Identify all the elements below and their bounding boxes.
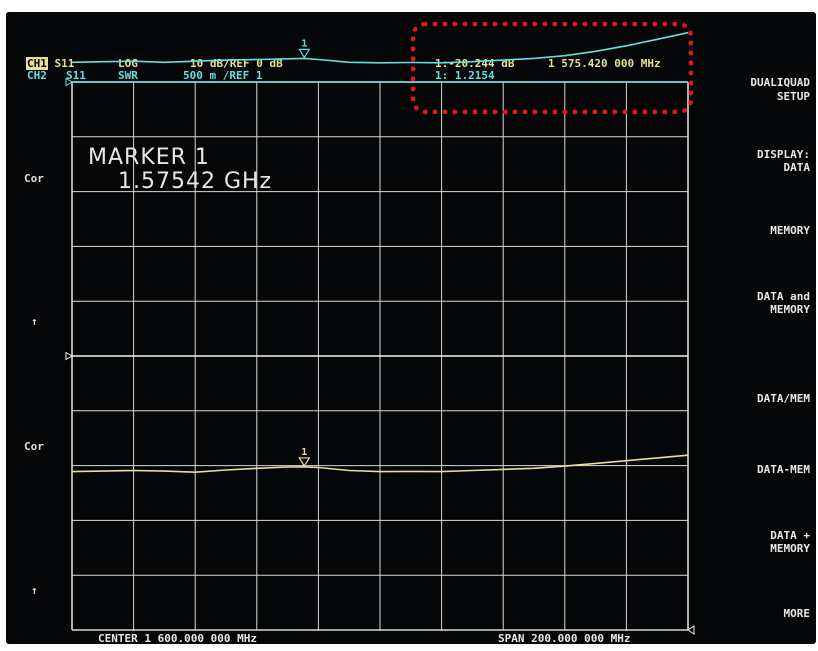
softkey-title-line1: DUALIQUAD: [750, 76, 810, 89]
plot-markers: 11: [298, 38, 695, 635]
reference-arrow-icon: ↑: [31, 315, 38, 328]
softkey-more[interactable]: MORE: [783, 607, 811, 620]
span-label: SPAN 200.000 000 MHz: [498, 632, 631, 645]
ch2-scale: 500 m /REF 1: [183, 69, 263, 82]
softkey-data-and-memory-line2: MEMORY: [770, 303, 810, 316]
sweep-end-pointer-icon: [687, 625, 695, 635]
ch2-label: CH2: [27, 69, 47, 82]
marker-triangle-icon: [298, 48, 311, 59]
marker-annotation-value: 1.57542 GHz: [118, 169, 273, 194]
ch2-format: SWR: [118, 69, 138, 82]
marker-number-label: 1: [301, 38, 307, 49]
softkey-data-plus-memory-line2: MEMORY: [770, 542, 810, 555]
softkey-data-plus-memory[interactable]: DATA + MEMORY: [770, 529, 810, 555]
marker-triangle-icon: [298, 457, 311, 468]
ch1-marker-frequency: 1 575.420 000 MHz: [548, 57, 661, 70]
reference-arrow-icon: ↑: [31, 584, 38, 597]
marker-annotation-title: MARKER 1: [88, 145, 210, 170]
highlight-box: [411, 22, 693, 114]
cor-label-upper: Cor: [24, 172, 44, 185]
ch1-header: CH1 S11: [26, 57, 75, 70]
plot-traces: [65, 31, 689, 474]
ch2-param: S11: [66, 69, 86, 82]
ch1-label: CH1: [26, 57, 48, 70]
trace-ch2: [71, 31, 689, 64]
softkey-display-line2: DATA: [783, 161, 811, 174]
ch2-marker-readout: 1: 1.2154: [435, 69, 495, 82]
softkey-display-data[interactable]: DISPLAY: DATA: [757, 148, 810, 174]
ch1-marker-readout: 1:-20.244 dB: [435, 57, 515, 70]
softkey-display-line1: DISPLAY:: [757, 148, 810, 161]
softkey-title-line2: SETUP: [776, 90, 810, 103]
marker-number-label: 1: [301, 447, 307, 458]
softkey-memory[interactable]: MEMORY: [770, 224, 810, 237]
cor-label-lower: Cor: [24, 440, 44, 453]
trace-ch1: [71, 454, 689, 474]
softkey-data-and-memory[interactable]: DATA and MEMORY: [757, 290, 810, 316]
reference-pointer-icon: [65, 351, 73, 361]
center-frequency-label: CENTER 1 600.000 000 MHz: [98, 632, 257, 645]
reference-pointer-icon: [65, 77, 73, 87]
softkey-data-div-mem[interactable]: DATA/MEM: [757, 392, 810, 405]
ch1-param: S11: [54, 57, 75, 70]
softkey-data-plus-memory-line1: DATA +: [770, 529, 810, 542]
softkey-title: DUALIQUAD SETUP: [750, 76, 810, 104]
softkey-data-and-memory-line1: DATA and: [757, 290, 810, 303]
softkey-data-minus-mem[interactable]: DATA-MEM: [757, 463, 810, 476]
analyzer-display: [6, 12, 816, 644]
